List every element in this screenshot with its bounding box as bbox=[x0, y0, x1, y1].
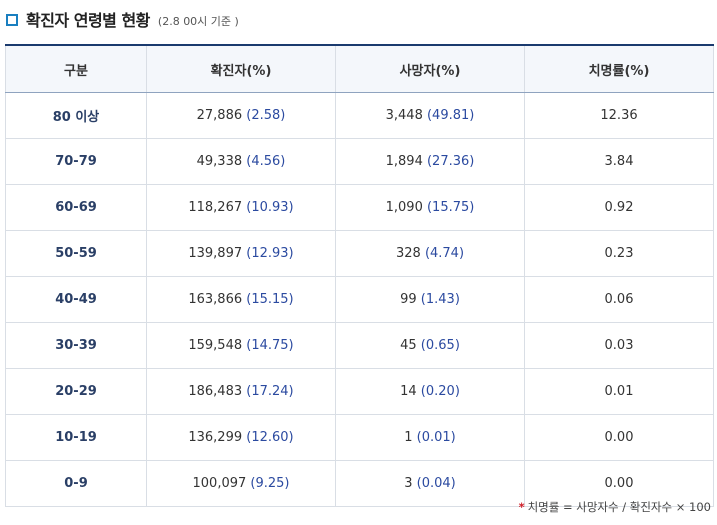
fatality-rate-cell: 0.03 bbox=[524, 322, 714, 369]
table-row: 60-69 118,267 (10.93) 1,090 (15.75) 0.92 bbox=[5, 184, 714, 231]
deaths-cell: 99 (1.43) bbox=[335, 276, 525, 323]
fatality-rate-footnote: * 치명률 = 사망자수 / 확진자수 × 100 bbox=[519, 499, 711, 515]
deaths-count: 3 bbox=[404, 476, 413, 491]
fatality-rate-cell: 0.23 bbox=[524, 230, 714, 277]
deaths-count: 99 bbox=[400, 292, 417, 307]
fatality-rate-cell: 3.84 bbox=[524, 138, 714, 185]
table-row: 50-59 139,897 (12.93) 328 (4.74) 0.23 bbox=[5, 230, 714, 277]
age-group-cell: 60-69 bbox=[5, 184, 147, 231]
age-group-cell: 20-29 bbox=[5, 368, 147, 415]
deaths-cell: 45 (0.65) bbox=[335, 322, 525, 369]
footnote-asterisk: * bbox=[518, 500, 525, 514]
table-row: 20-29 186,483 (17.24) 14 (0.20) 0.01 bbox=[5, 368, 714, 415]
fatality-rate-cell: 0.00 bbox=[524, 414, 714, 461]
deaths-count: 1 bbox=[404, 430, 413, 445]
table-row: 70-79 49,338 (4.56) 1,894 (27.36) 3.84 bbox=[5, 138, 714, 185]
age-group-cell: 80 이상 bbox=[5, 92, 147, 139]
cases-cell: 159,548 (14.75) bbox=[146, 322, 336, 369]
deaths-count: 45 bbox=[400, 338, 417, 353]
deaths-percent: (4.74) bbox=[424, 246, 465, 261]
deaths-cell: 1 (0.01) bbox=[335, 414, 525, 461]
age-group-cell: 50-59 bbox=[5, 230, 147, 277]
cases-cell: 139,897 (12.93) bbox=[146, 230, 336, 277]
cases-percent: (17.24) bbox=[246, 384, 294, 399]
deaths-percent: (0.65) bbox=[420, 338, 460, 353]
deaths-percent: (15.75) bbox=[426, 200, 475, 215]
cases-percent: (9.25) bbox=[250, 476, 290, 491]
table-row: 40-49 163,866 (15.15) 99 (1.43) 0.06 bbox=[5, 276, 714, 323]
cases-percent: (12.93) bbox=[246, 246, 294, 261]
cases-count: 27,886 bbox=[196, 108, 243, 123]
deaths-count: 14 bbox=[400, 384, 417, 399]
deaths-count: 328 bbox=[395, 246, 421, 261]
cases-cell: 163,866 (15.15) bbox=[146, 276, 336, 323]
column-header-deaths: 사망자(%) bbox=[335, 44, 525, 93]
age-stats-table: 구분 확진자(%) 사망자(%) 치명률(%) 80 이상 27,886 (2.… bbox=[5, 44, 714, 507]
cases-count: 163,866 bbox=[188, 292, 243, 307]
deaths-percent: (1.43) bbox=[420, 292, 460, 307]
cases-percent: (14.75) bbox=[246, 338, 294, 353]
age-group-cell: 40-49 bbox=[5, 276, 147, 323]
deaths-cell: 1,894 (27.36) bbox=[335, 138, 525, 185]
table-row: 0-9 100,097 (9.25) 3 (0.04) 0.00 bbox=[5, 460, 714, 507]
cases-percent: (12.60) bbox=[246, 430, 294, 445]
table-row: 80 이상 27,886 (2.58) 3,448 (49.81) 12.36 bbox=[5, 92, 714, 139]
table-row: 10-19 136,299 (12.60) 1 (0.01) 0.00 bbox=[5, 414, 714, 461]
cases-cell: 118,267 (10.93) bbox=[146, 184, 336, 231]
square-bullet-icon bbox=[6, 13, 18, 26]
cases-count: 186,483 bbox=[188, 384, 243, 399]
table-header-row: 구분 확진자(%) 사망자(%) 치명률(%) bbox=[5, 44, 714, 93]
cases-percent: (4.56) bbox=[246, 154, 286, 169]
fatality-rate-cell: 12.36 bbox=[524, 92, 714, 139]
deaths-count: 3,448 bbox=[385, 108, 423, 123]
deaths-cell: 328 (4.74) bbox=[335, 230, 525, 277]
fatality-rate-cell: 0.01 bbox=[524, 368, 714, 415]
column-header-age: 구분 bbox=[5, 44, 147, 93]
deaths-percent: (0.04) bbox=[416, 476, 456, 491]
deaths-percent: (0.20) bbox=[420, 384, 460, 399]
cases-cell: 186,483 (17.24) bbox=[146, 368, 336, 415]
cases-count: 100,097 bbox=[192, 476, 247, 491]
fatality-rate-cell: 0.06 bbox=[524, 276, 714, 323]
section-header: 확진자 연령별 현황 (2.8 00시 기준 ) bbox=[6, 8, 239, 30]
page-title: 확진자 연령별 현황 bbox=[26, 11, 150, 30]
table-row: 30-39 159,548 (14.75) 45 (0.65) 0.03 bbox=[5, 322, 714, 369]
cases-percent: (2.58) bbox=[246, 108, 286, 123]
age-group-cell: 70-79 bbox=[5, 138, 147, 185]
cases-cell: 136,299 (12.60) bbox=[146, 414, 336, 461]
footnote-text: 치명률 = 사망자수 / 확진자수 × 100 bbox=[527, 500, 711, 514]
fatality-rate-cell: 0.00 bbox=[524, 460, 714, 507]
cases-count: 159,548 bbox=[188, 338, 243, 353]
page-subtitle: (2.8 00시 기준 ) bbox=[157, 14, 239, 28]
age-group-cell: 10-19 bbox=[5, 414, 147, 461]
cases-cell: 27,886 (2.58) bbox=[146, 92, 336, 139]
deaths-cell: 3 (0.04) bbox=[335, 460, 525, 507]
deaths-count: 1,090 bbox=[385, 200, 423, 215]
cases-cell: 49,338 (4.56) bbox=[146, 138, 336, 185]
cases-count: 139,897 bbox=[188, 246, 243, 261]
cases-count: 136,299 bbox=[188, 430, 243, 445]
deaths-cell: 14 (0.20) bbox=[335, 368, 525, 415]
cases-count: 118,267 bbox=[188, 200, 243, 215]
deaths-percent: (0.01) bbox=[416, 430, 456, 445]
deaths-percent: (49.81) bbox=[426, 108, 475, 123]
fatality-rate-cell: 0.92 bbox=[524, 184, 714, 231]
column-header-cases: 확진자(%) bbox=[146, 44, 336, 93]
cases-cell: 100,097 (9.25) bbox=[146, 460, 336, 507]
age-group-cell: 0-9 bbox=[5, 460, 147, 507]
column-header-fatality: 치명률(%) bbox=[524, 44, 714, 93]
deaths-count: 1,894 bbox=[385, 154, 423, 169]
cases-percent: (15.15) bbox=[246, 292, 294, 307]
deaths-percent: (27.36) bbox=[426, 154, 475, 169]
deaths-cell: 1,090 (15.75) bbox=[335, 184, 525, 231]
cases-count: 49,338 bbox=[196, 154, 243, 169]
cases-percent: (10.93) bbox=[246, 200, 294, 215]
age-group-cell: 30-39 bbox=[5, 322, 147, 369]
deaths-cell: 3,448 (49.81) bbox=[335, 92, 525, 139]
